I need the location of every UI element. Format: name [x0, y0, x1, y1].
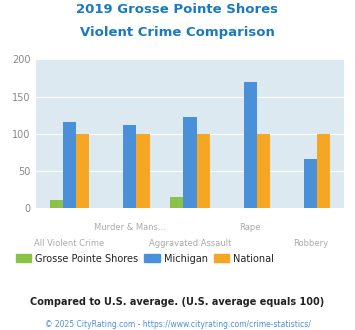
- Bar: [50, 200, 63, 208]
- Text: Violent Crime Comparison: Violent Crime Comparison: [80, 26, 275, 39]
- Legend: Grosse Pointe Shores, Michigan, National: Grosse Pointe Shores, Michigan, National: [12, 249, 278, 267]
- Text: All Violent Crime: All Violent Crime: [34, 239, 104, 248]
- Bar: [63, 122, 76, 208]
- Bar: [304, 159, 317, 208]
- Bar: [123, 125, 136, 208]
- Bar: [244, 82, 257, 208]
- Text: Compared to U.S. average. (U.S. average equals 100): Compared to U.S. average. (U.S. average …: [31, 297, 324, 307]
- Bar: [170, 197, 183, 208]
- Bar: [76, 134, 89, 208]
- Text: Murder & Mans...: Murder & Mans...: [94, 223, 166, 232]
- Bar: [197, 134, 210, 208]
- Text: © 2025 CityRating.com - https://www.cityrating.com/crime-statistics/: © 2025 CityRating.com - https://www.city…: [45, 320, 310, 329]
- Text: Robbery: Robbery: [293, 239, 328, 248]
- Bar: [257, 134, 270, 208]
- Text: Rape: Rape: [239, 223, 261, 232]
- Bar: [136, 134, 149, 208]
- Text: Aggravated Assault: Aggravated Assault: [149, 239, 231, 248]
- Bar: [183, 116, 197, 208]
- Text: 2019 Grosse Pointe Shores: 2019 Grosse Pointe Shores: [76, 3, 279, 16]
- Bar: [317, 134, 330, 208]
